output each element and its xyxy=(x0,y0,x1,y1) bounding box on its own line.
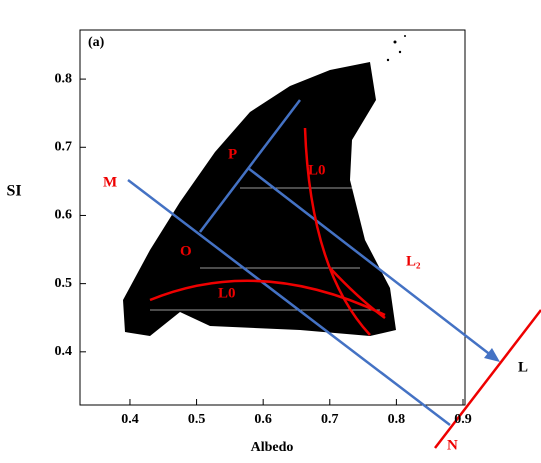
x-tick-label: 0.8 xyxy=(388,412,406,427)
x-tick-label: 0.9 xyxy=(454,412,472,427)
y-axis-label: SI xyxy=(6,183,21,200)
y-tick-label: 0.5 xyxy=(55,276,73,291)
panel-label: (a) xyxy=(88,35,105,50)
y-tick-label: 0.6 xyxy=(55,208,73,223)
plot-frame xyxy=(79,29,466,406)
x-tick-label: 0.6 xyxy=(254,412,272,427)
annotation: L xyxy=(518,359,528,375)
annotation: L0 xyxy=(308,162,326,178)
x-axis-label: Albedo xyxy=(251,440,294,455)
x-tick-label: 0.5 xyxy=(188,412,206,427)
blue-lines xyxy=(127,99,500,426)
annotation: P xyxy=(228,146,237,162)
x-tick-label: 0.7 xyxy=(321,412,339,427)
annotation: L₂ xyxy=(406,253,421,269)
y-tick-label: 0.8 xyxy=(55,71,73,86)
annotation: O xyxy=(180,243,192,259)
annotation: N xyxy=(447,437,458,453)
annotation: M xyxy=(103,174,117,190)
y-tick-label: 0.4 xyxy=(55,344,73,359)
x-tick-label: 0.4 xyxy=(121,412,139,427)
y-tick-label: 0.7 xyxy=(55,139,73,154)
red-lines xyxy=(149,127,541,449)
annotation: L0 xyxy=(218,285,236,301)
point-cloud xyxy=(123,35,406,336)
